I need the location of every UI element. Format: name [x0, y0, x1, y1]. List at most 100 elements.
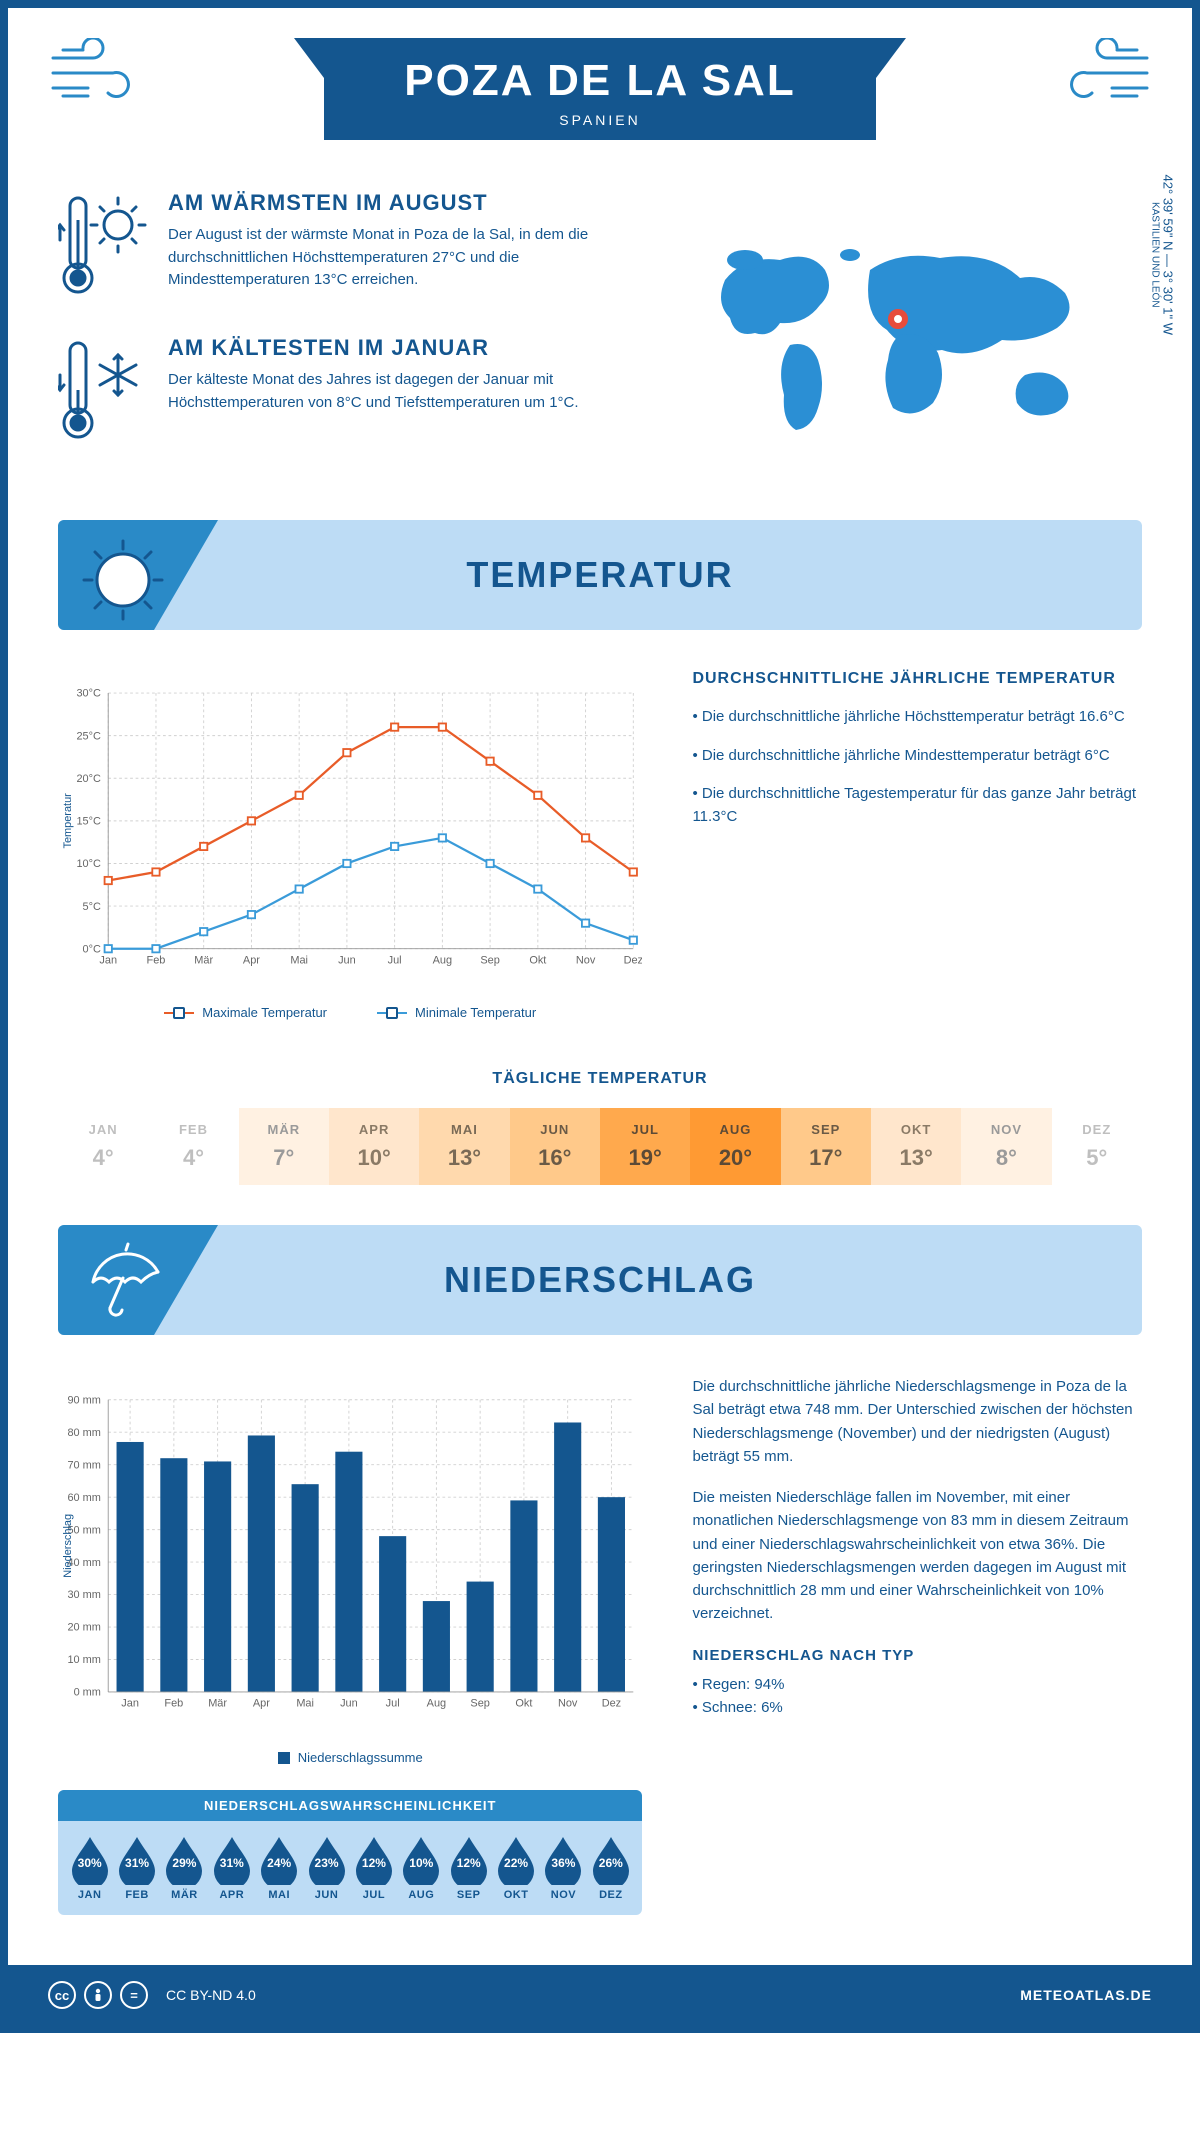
- temp-chart-wrap: 0°C5°C10°C15°C20°C25°C30°CJanFebMärAprMa…: [58, 670, 642, 1020]
- prob-heading: NIEDERSCHLAGSWAHRSCHEINLICHKEIT: [58, 1790, 642, 1821]
- precip-info: Die durchschnittliche jährliche Niedersc…: [692, 1375, 1142, 1915]
- wind-icon: [48, 38, 158, 113]
- daily-cell: MÄR7°: [239, 1108, 329, 1185]
- svg-text:20 mm: 20 mm: [67, 1622, 100, 1634]
- warmest-title: AM WÄRMSTEN IM AUGUST: [168, 190, 627, 216]
- precip-p1: Die durchschnittliche jährliche Niedersc…: [692, 1375, 1142, 1468]
- precip-type-heading: NIEDERSCHLAG NACH TYP: [692, 1644, 1142, 1667]
- temp-info-p1: • Die durchschnittliche jährliche Höchst…: [692, 706, 1142, 729]
- svg-text:Nov: Nov: [558, 1698, 578, 1710]
- nd-icon: =: [120, 1981, 148, 2009]
- daily-cell: FEB4°: [148, 1108, 238, 1185]
- map-panel: 42° 39' 59" N — 3° 30' 1" W KASTILIEN UN…: [667, 190, 1142, 480]
- svg-text:Sep: Sep: [470, 1698, 489, 1710]
- daily-cell: JUL19°: [600, 1108, 690, 1185]
- svg-text:0°C: 0°C: [83, 943, 101, 955]
- svg-text:Feb: Feb: [147, 954, 166, 966]
- svg-text:25°C: 25°C: [76, 730, 101, 742]
- svg-text:Mai: Mai: [296, 1698, 314, 1710]
- precip-heading: NIEDERSCHLAG: [444, 1259, 756, 1301]
- coldest-title: AM KÄLTESTEN IM JANUAR: [168, 335, 627, 361]
- temp-info: DURCHSCHNITTLICHE JÄHRLICHE TEMPERATUR •…: [692, 670, 1142, 1020]
- daily-temp-title: TÄGLICHE TEMPERATUR: [8, 1070, 1192, 1088]
- precipitation-bar-chart: 0 mm10 mm20 mm30 mm40 mm50 mm60 mm70 mm8…: [58, 1375, 642, 1735]
- temp-section-bar: TEMPERATUR: [58, 520, 1142, 630]
- page-subtitle: SPANIEN: [404, 112, 795, 128]
- daily-cell: OKT13°: [871, 1108, 961, 1185]
- prob-cell: 24%MAI: [256, 1835, 303, 1901]
- precip-section-bar: NIEDERSCHLAG: [58, 1225, 1142, 1335]
- svg-text:Sep: Sep: [480, 954, 499, 966]
- svg-text:Jun: Jun: [340, 1698, 358, 1710]
- prob-cell: 12%JUL: [350, 1835, 397, 1901]
- daily-cell: APR10°: [329, 1108, 419, 1185]
- prob-cell: 26%DEZ: [587, 1835, 634, 1901]
- coldest-body: Der kälteste Monat des Jahres ist dagege…: [168, 369, 627, 414]
- coords-sub: KASTILIEN UND LEÓN: [1149, 175, 1160, 335]
- svg-text:Mär: Mär: [194, 954, 213, 966]
- prob-cell: 29%MÄR: [161, 1835, 208, 1901]
- precip-type-rain: • Regen: 94%: [692, 1673, 1142, 1696]
- svg-text:30°C: 30°C: [76, 688, 101, 700]
- svg-text:Nov: Nov: [576, 954, 596, 966]
- svg-text:0 mm: 0 mm: [74, 1687, 101, 1699]
- prob-cell: 12%SEP: [445, 1835, 492, 1901]
- legend-max: Maximale Temperatur: [164, 1005, 327, 1020]
- legend-min-label: Minimale Temperatur: [415, 1005, 536, 1020]
- precip-chart-wrap: 0 mm10 mm20 mm30 mm40 mm50 mm60 mm70 mm8…: [58, 1375, 642, 1915]
- prob-cell: 22%OKT: [492, 1835, 539, 1901]
- daily-cell: SEP17°: [781, 1108, 871, 1185]
- svg-text:Aug: Aug: [433, 954, 452, 966]
- svg-text:Apr: Apr: [253, 1698, 270, 1710]
- svg-text:20°C: 20°C: [76, 773, 101, 785]
- svg-text:Aug: Aug: [427, 1698, 446, 1710]
- precip-p2: Die meisten Niederschläge fallen im Nove…: [692, 1486, 1142, 1626]
- probability-box: NIEDERSCHLAGSWAHRSCHEINLICHKEIT 30%JAN31…: [58, 1790, 642, 1915]
- umbrella-icon: [78, 1240, 168, 1325]
- temp-info-p2: • Die durchschnittliche jährliche Mindes…: [692, 745, 1142, 768]
- svg-text:80 mm: 80 mm: [67, 1427, 100, 1439]
- coldest-block: AM KÄLTESTEN IM JANUAR Der kälteste Mona…: [58, 335, 627, 450]
- legend-max-label: Maximale Temperatur: [202, 1005, 327, 1020]
- precip-type-snow: • Schnee: 6%: [692, 1696, 1142, 1719]
- daily-cell: JUN16°: [510, 1108, 600, 1185]
- svg-text:90 mm: 90 mm: [67, 1394, 100, 1406]
- page-title: POZA DE LA SAL: [404, 56, 795, 106]
- thermometer-sun-icon: [58, 190, 148, 305]
- svg-text:Okt: Okt: [529, 954, 546, 966]
- svg-text:Dez: Dez: [624, 954, 643, 966]
- prob-cell: 10%AUG: [398, 1835, 445, 1901]
- thermometer-snow-icon: [58, 335, 148, 450]
- svg-text:Jun: Jun: [338, 954, 356, 966]
- license-block: cc = CC BY-ND 4.0: [48, 1981, 256, 2009]
- prob-cell: 36%NOV: [540, 1835, 587, 1901]
- daily-cell: DEZ5°: [1052, 1108, 1142, 1185]
- coordinates: 42° 39' 59" N — 3° 30' 1" W KASTILIEN UN…: [1149, 175, 1175, 335]
- title-ribbon: POZA DE LA SAL SPANIEN: [324, 38, 875, 140]
- page: POZA DE LA SAL SPANIEN AM WÄRMSTEN IM AU…: [0, 0, 1200, 2033]
- svg-text:Mai: Mai: [290, 954, 308, 966]
- daily-cell: AUG20°: [690, 1108, 780, 1185]
- svg-text:Temperatur: Temperatur: [62, 793, 74, 849]
- svg-text:Feb: Feb: [164, 1698, 183, 1710]
- svg-text:30 mm: 30 mm: [67, 1589, 100, 1601]
- temp-info-heading: DURCHSCHNITTLICHE JÄHRLICHE TEMPERATUR: [692, 670, 1142, 688]
- prob-cell: 23%JUN: [303, 1835, 350, 1901]
- by-icon: [84, 1981, 112, 2009]
- site-name: METEOATLAS.DE: [1020, 1987, 1152, 2003]
- prob-cell: 30%JAN: [66, 1835, 113, 1901]
- svg-text:Apr: Apr: [243, 954, 260, 966]
- daily-cell: NOV8°: [961, 1108, 1051, 1185]
- temp-info-p3: • Die durchschnittliche Tagestemperatur …: [692, 783, 1142, 828]
- coords-main: 42° 39' 59" N — 3° 30' 1" W: [1160, 175, 1175, 335]
- intro-left: AM WÄRMSTEN IM AUGUST Der August ist der…: [58, 190, 627, 480]
- svg-text:60 mm: 60 mm: [67, 1492, 100, 1504]
- license-text: CC BY-ND 4.0: [166, 1987, 256, 2003]
- prob-row: 30%JAN31%FEB29%MÄR31%APR24%MAI23%JUN12%J…: [58, 1821, 642, 1915]
- cc-icon: cc: [48, 1981, 76, 2009]
- prob-cell: 31%APR: [208, 1835, 255, 1901]
- world-map: [695, 225, 1115, 445]
- temp-heading: TEMPERATUR: [466, 554, 733, 596]
- wind-icon: [1042, 38, 1152, 113]
- legend-precip: Niederschlagssumme: [278, 1750, 423, 1765]
